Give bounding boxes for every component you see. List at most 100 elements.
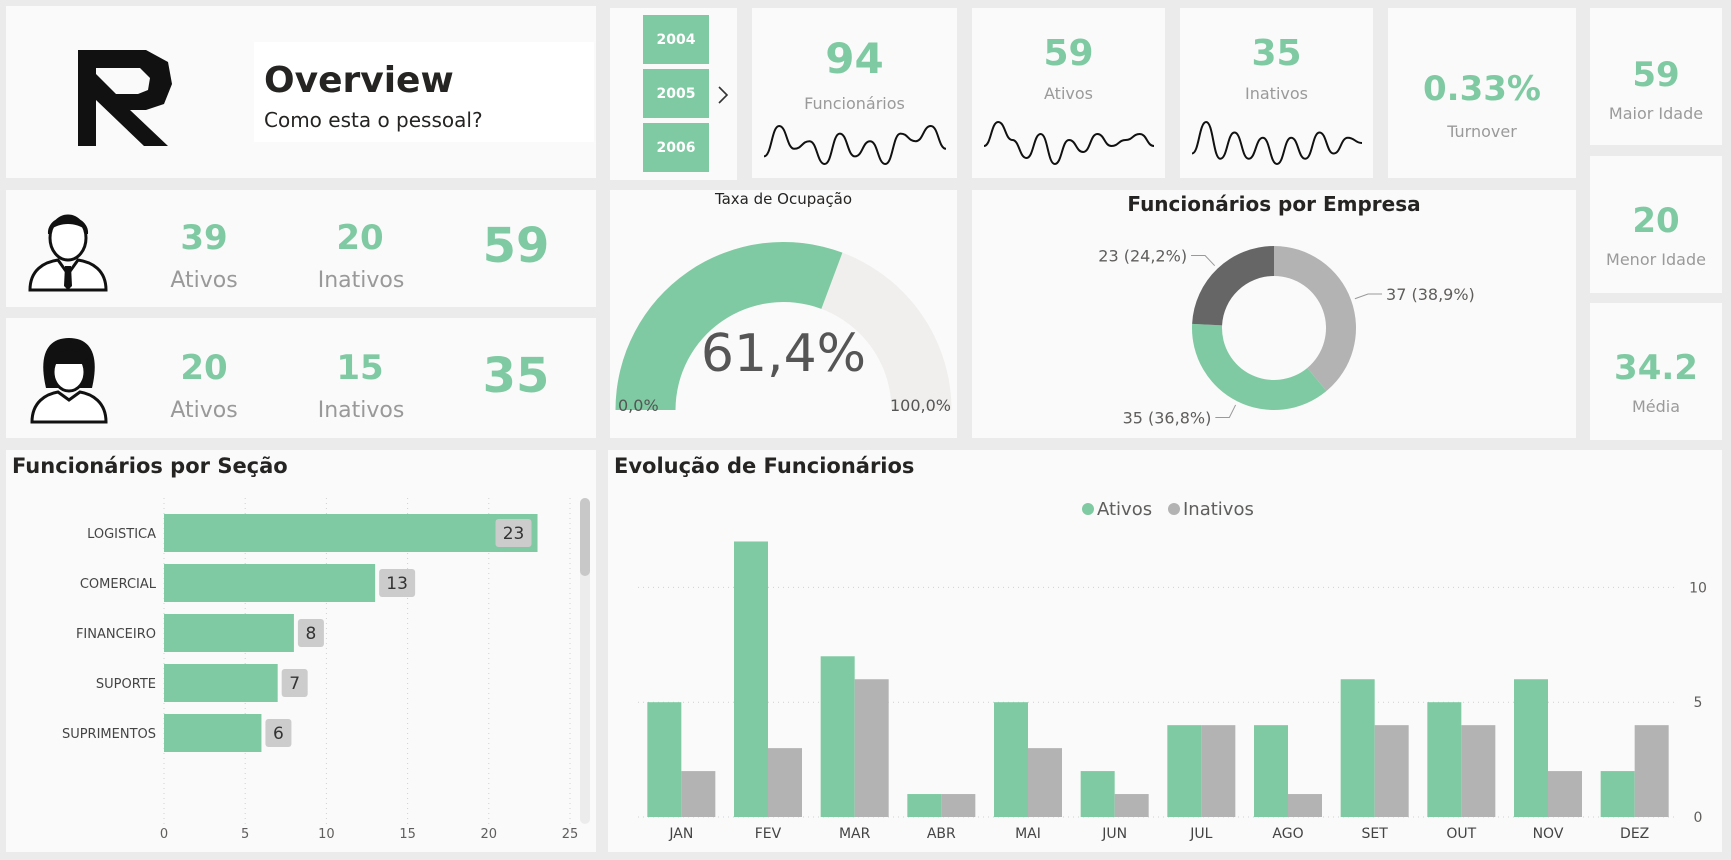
donut-slice [1192,323,1327,410]
female-inativos-value: 15 [336,348,384,388]
donut-slice [1192,246,1274,326]
male-avatar-icon [28,214,108,292]
female-card: 20 Ativos 15 Inativos 35 [6,318,596,438]
bar [1340,679,1375,817]
donut-leader-line [1215,404,1237,418]
x-tick-label: 15 [399,827,416,842]
year-button-2004[interactable]: 2004 [643,15,709,64]
chevron-right-icon[interactable] [716,84,730,106]
kpi-funcionarios: 94 Funcionários [752,8,957,178]
year-slicer: 2004 2005 2006 [610,8,737,180]
kpi-menor-idade: 20 Menor Idade [1590,156,1722,293]
x-tick-label: FEV [755,826,782,842]
header-card: Overview Como esta o pessoal? [6,6,596,178]
evolution-chart-card: Evolução de Funcionários 0 5 10 JAN FEV MAR AB… [608,450,1722,852]
evolution-chart-title: Evolução de Funcionários [614,454,915,478]
kpi-funcionarios-label: Funcionários [804,94,905,113]
category-label: COMERCIAL [80,577,157,592]
donut-leader-line [1354,293,1383,300]
gauge-value: 61,4% [700,324,867,384]
donut-slice [1274,246,1356,392]
data-label: 7 [289,674,300,694]
page-subtitle: Como esta o pessoal? [264,108,483,132]
scrollbar[interactable] [580,498,590,824]
bar [1167,725,1202,817]
male-card: 39 Ativos 20 Inativos 59 [6,190,596,307]
kpi-menor-idade-label: Menor Idade [1606,250,1706,269]
category-label: SUPRIMENTOS [62,727,156,742]
x-tick-label: SET [1362,826,1389,842]
data-label-bg [297,619,324,647]
bar [820,656,855,817]
kpi-maior-idade-label: Maior Idade [1608,104,1704,123]
x-tick-label: MAR [839,826,871,842]
gauge-max-label: 100,0% [889,396,951,415]
x-tick-label: AGO [1272,826,1303,842]
bar [164,564,376,602]
bar [1114,794,1149,817]
logo [78,50,172,146]
kpi-maior-idade-value: 59 [1632,55,1680,95]
data-label-bg [495,519,532,547]
bar [994,702,1028,817]
x-tick-label: 25 [562,827,579,842]
legend-label: Inativos [1183,499,1254,520]
page-title: Overview [264,60,454,101]
female-total-value: 35 [482,348,550,404]
donut-data-label: 35 (36,8%) [1123,408,1212,427]
bar [1600,771,1635,817]
data-label: 13 [386,574,408,594]
section-bar-chart: 0 5 10 15 20 25 LOGISTICA 23 COMERCIAL 13 FINANCEI… [62,498,579,842]
data-label-bg [281,669,308,697]
bar [164,714,262,752]
kpi-ativos-value: 59 [1043,33,1094,74]
bar [941,794,976,817]
x-tick-label: JAN [668,826,693,842]
kpi-turnover: 0.33% Turnover [1388,8,1576,178]
kpi-inativos-value: 35 [1251,33,1302,74]
x-tick-label: 10 [318,827,335,842]
x-tick-label: 5 [241,827,249,842]
bar [1374,725,1409,817]
donut-title: Funcionários por Empresa [1127,192,1421,216]
legend-marker [1082,503,1094,515]
female-ativos-label: Ativos [170,398,238,423]
evolution-bar-chart: 0 5 10 JAN FEV MAR ABR MAI JUN JUL AGO SET OUT NOV DEZ… [638,499,1707,842]
kpi-ativos-label: Ativos [1044,84,1093,103]
bar [164,614,294,652]
bar [164,514,538,552]
gauge-chart [615,241,952,410]
scrollbar-thumb[interactable] [580,498,590,576]
x-tick-label: OUT [1446,826,1476,842]
category-label: SUPORTE [96,677,156,692]
sparkline-path [983,120,1155,166]
y-tick-label: 5 [1694,695,1703,711]
bar [1254,725,1288,817]
bar [1634,725,1669,817]
female-ativos-value: 20 [180,348,228,388]
header-text: Overview Como esta o pessoal? [254,42,594,142]
bar [1288,794,1322,817]
year-button-2005[interactable]: 2005 [643,69,709,118]
male-ativos-value: 39 [180,218,228,258]
kpi-menor-idade-value: 20 [1632,201,1680,241]
kpi-inativos: 35 Inativos [1180,8,1373,178]
bar [164,664,278,702]
section-chart-title: Funcionários por Seção [12,454,288,478]
bar [768,748,802,817]
data-label: 6 [273,724,284,744]
male-inativos-label: Inativos [317,268,405,293]
x-tick-label: NOV [1533,826,1564,842]
x-tick-label: MAI [1015,826,1041,842]
bar [1427,702,1462,817]
female-inativos-label: Inativos [317,398,405,423]
donut-chart: 37 (38,9%) 35 (36,8%) 23 (24,2%) [1098,246,1475,427]
female-avatar-icon [30,338,108,424]
bar [907,794,942,817]
male-ativos-label: Ativos [170,268,238,293]
sparkline-path [763,124,947,166]
data-label: 8 [306,624,317,644]
year-button-2006[interactable]: 2006 [643,123,709,172]
donut-card: Funcionários por Empresa 37 (38,9%) 35 (3… [972,190,1576,438]
kpi-turnover-value: 0.33% [1423,69,1541,109]
